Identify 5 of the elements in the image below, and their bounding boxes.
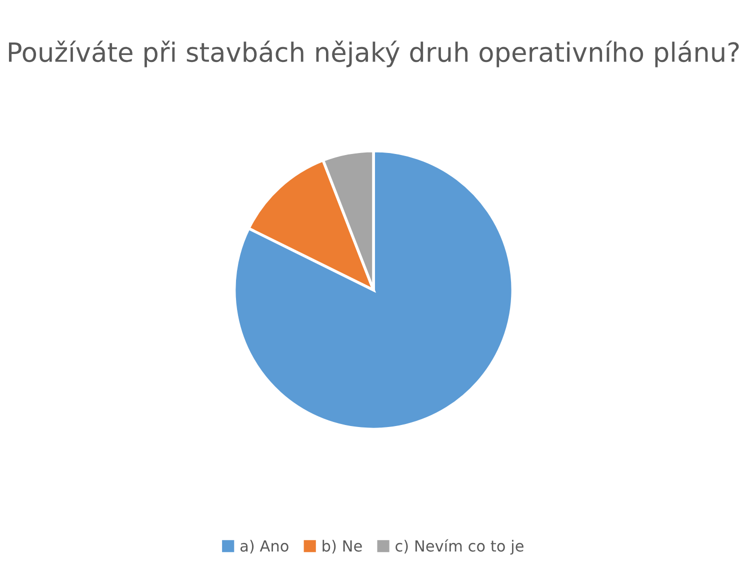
- legend-label: a) Ano: [240, 540, 288, 554]
- chart-title: Používáte při stavbách nějaký druh operativního plánu?: [8, 40, 739, 68]
- legend-label: b) Ne: [322, 540, 362, 554]
- legend-label: c) Nevím co to je: [396, 539, 524, 555]
- pie-slice: [232, 149, 514, 431]
